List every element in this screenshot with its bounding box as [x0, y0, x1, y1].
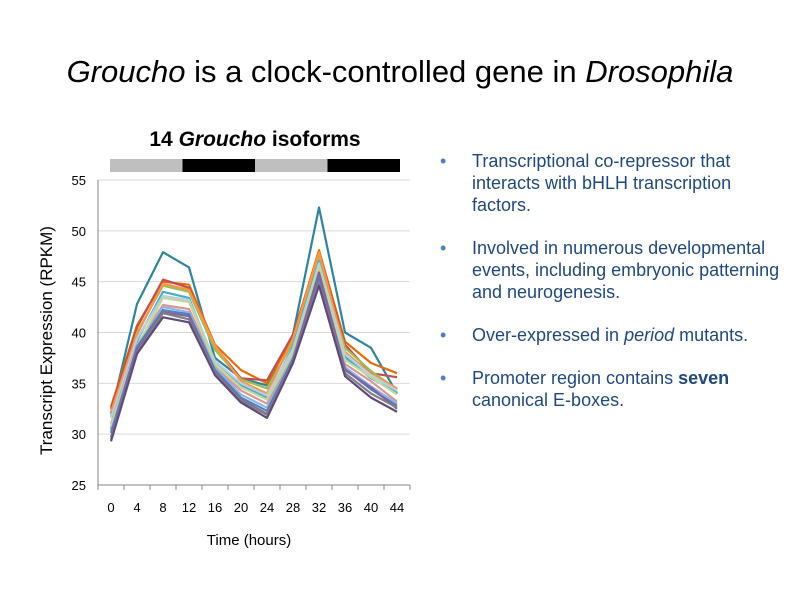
series-line — [109, 262, 398, 419]
bullet-text: Involved in numerous developmental event… — [472, 238, 780, 302]
series-line — [109, 265, 398, 427]
x-tick-label: 8 — [159, 500, 166, 515]
bullet-item: • Involved in numerous developmental even… — [440, 237, 790, 303]
x-tick-label: 28 — [286, 500, 300, 515]
bullet-item: • Promoter region contains seven canonica… — [440, 367, 790, 411]
line-chart: 25 30 35 40 45 50 55 0 4 8 12 16 20 24 28 32 36 40 44 Time … — [37, 159, 411, 549]
x-tick-label: 16 — [208, 500, 222, 515]
y-tick-label: 40 — [72, 326, 86, 341]
bullet-item: • Over-expressed in period mutants. — [440, 324, 790, 346]
bullet-icon: • — [440, 368, 447, 388]
y-tick-label: 35 — [72, 376, 86, 391]
bullet-text-end: canonical E-boxes. — [472, 390, 625, 410]
bullet-item: • Transcriptional co-repressor that inter… — [440, 150, 790, 216]
bullet-text-start: Promoter region contains — [472, 368, 679, 388]
bullet-icon: • — [440, 151, 447, 171]
y-tick-label: 55 — [72, 173, 86, 188]
x-tick-label: 40 — [364, 500, 378, 515]
y-axis-label: Transcript Expression (RPKM) — [37, 226, 56, 455]
series-line — [109, 260, 398, 430]
x-tick-label: 0 — [107, 500, 114, 515]
light-dark-segment-light — [110, 159, 183, 172]
x-tick-label: 24 — [260, 500, 274, 515]
bullet-text-end: mutants. — [674, 325, 749, 345]
chart-heading: 14 Groucho isoforms — [110, 128, 400, 152]
x-tick-label: 12 — [182, 500, 196, 515]
bullet-text-gene: period — [624, 325, 675, 345]
bullet-list: • Transcriptional co-repressor that inter… — [440, 150, 790, 432]
series-line — [109, 267, 398, 425]
x-tick-label: 36 — [338, 500, 352, 515]
y-tick-label: 50 — [72, 224, 86, 239]
x-tick-label: 44 — [390, 500, 404, 515]
y-tick-label: 45 — [72, 275, 86, 290]
bullet-icon: • — [440, 238, 447, 258]
series-line — [109, 253, 398, 410]
chart-heading-count: 14 — [149, 128, 179, 151]
y-tick-label: 25 — [72, 478, 86, 493]
y-tick-label: 30 — [72, 427, 86, 442]
slide-title-middle: is a clock-controlled gene in — [185, 54, 586, 89]
slide-title-gene: Groucho — [66, 54, 186, 89]
light-dark-segment-dark — [327, 159, 400, 172]
slide-title-organism: Drosophila — [585, 54, 734, 89]
x-tick-label: 32 — [312, 500, 326, 515]
light-dark-segment-dark — [182, 159, 255, 172]
series-line — [109, 272, 398, 432]
series-line — [109, 206, 398, 415]
x-tick-label: 4 — [133, 500, 140, 515]
bullet-text: Transcriptional co-repressor that intera… — [472, 151, 732, 215]
x-tick-label: 20 — [234, 500, 248, 515]
bullet-icon: • — [440, 325, 447, 345]
series-line — [109, 281, 398, 440]
series-line — [109, 284, 398, 442]
x-axis-label: Time (hours) — [207, 532, 291, 549]
chart-heading-gene: Groucho — [178, 128, 267, 151]
bullet-text-emphasis: seven — [678, 368, 730, 388]
slide-title: Groucho is a clock-controlled gene in Dr… — [0, 52, 800, 92]
series-line — [109, 251, 398, 413]
chart-heading-suffix: isoforms — [266, 128, 361, 151]
light-dark-segment-light — [255, 159, 328, 172]
bullet-text-start: Over-expressed in — [472, 325, 625, 345]
